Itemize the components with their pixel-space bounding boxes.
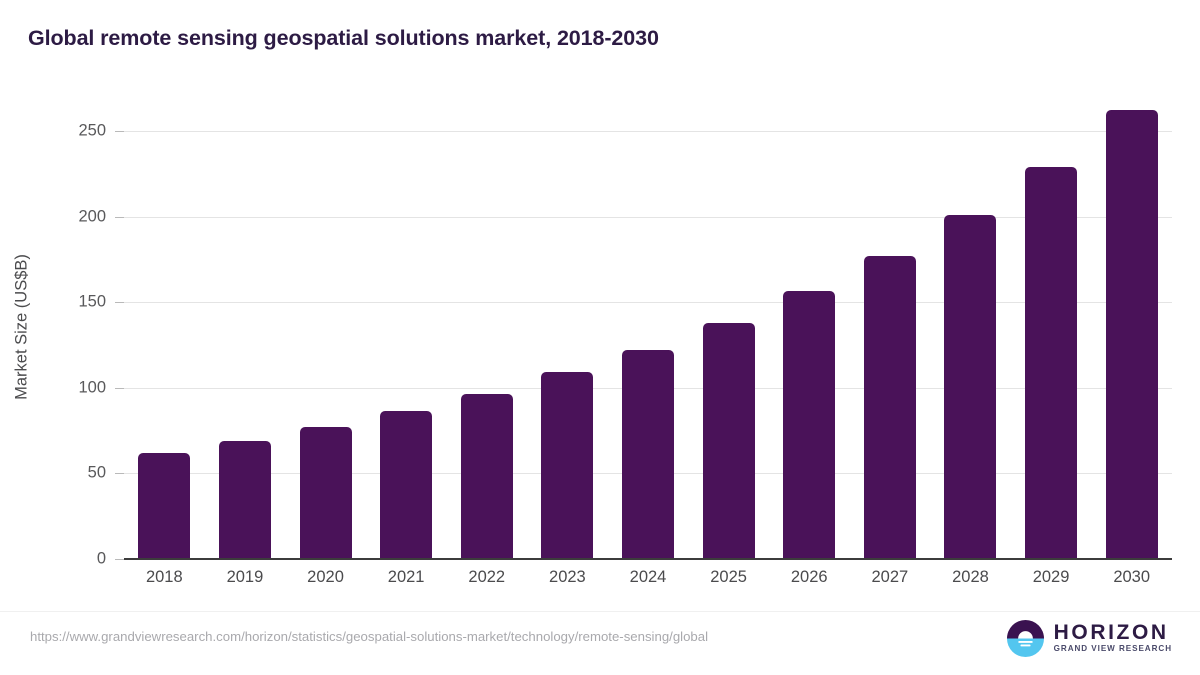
bar-slot (769, 95, 850, 559)
logo-text: HORIZON GRAND VIEW RESEARCH (1054, 622, 1172, 654)
horizon-sunrise-icon (1006, 619, 1044, 657)
y-axis-tick-label: 100 (78, 378, 106, 397)
bar-slot (527, 95, 608, 559)
logo-wordmark: HORIZON (1053, 620, 1169, 644)
y-axis-tick-label: 250 (78, 121, 106, 140)
x-axis-tick-label: 2021 (387, 568, 425, 586)
bar[interactable] (702, 322, 755, 559)
bar-slot (930, 95, 1011, 559)
y-axis-tick-mark (115, 559, 124, 560)
horizon-logo[interactable]: HORIZON GRAND VIEW RESEARCH (1006, 617, 1172, 659)
bar[interactable] (299, 427, 352, 559)
x-axis-tick-label: 2018 (145, 568, 183, 586)
x-axis-tick-label: 2028 (952, 568, 989, 586)
x-axis-tick-label: 2025 (710, 568, 747, 586)
bar-slot (366, 95, 447, 559)
footer-divider (0, 611, 1200, 612)
x-axis-tick-label: 2019 (226, 568, 264, 586)
bar[interactable] (138, 452, 191, 559)
bar-series (124, 95, 1172, 559)
bar[interactable] (380, 410, 433, 559)
x-axis-tick-label: 2023 (549, 568, 586, 586)
bar[interactable] (218, 440, 271, 559)
bar-slot (285, 95, 366, 559)
y-axis-tick-mark (115, 387, 124, 389)
y-axis-tick-mark (115, 473, 124, 475)
x-axis-tick-label: 2029 (1032, 568, 1070, 586)
y-axis-tick-mark (115, 302, 124, 304)
y-axis-tick-labels: 0 50 100 150 200 250 (0, 0, 124, 568)
bar-slot (1011, 95, 1092, 559)
x-axis-tick-label: 2022 (468, 568, 506, 586)
x-axis-line (124, 558, 1172, 560)
x-axis-tick-label: 2030 (1113, 568, 1151, 586)
x-axis-tick-label: 2027 (871, 568, 909, 586)
source-url[interactable]: https://www.grandviewresearch.com/horizo… (30, 629, 709, 644)
page-title: Global remote sensing geospatial solutio… (28, 26, 659, 50)
x-axis-tick-labels: 2018 2019 2020 2021 2022 2023 2024 2025 2026 2027… (124, 568, 1172, 596)
plot-area (124, 95, 1172, 559)
bar[interactable] (460, 393, 513, 559)
bar[interactable] (783, 291, 836, 559)
bar[interactable] (1105, 110, 1158, 559)
bar-slot (446, 95, 527, 559)
bar[interactable] (541, 372, 594, 559)
x-axis-tick-label: 2020 (307, 568, 344, 586)
bar-slot (205, 95, 286, 559)
bar-slot (688, 95, 769, 559)
bar[interactable] (621, 350, 674, 559)
bar[interactable] (863, 255, 916, 559)
y-axis-tick-label: 200 (78, 207, 106, 226)
bar[interactable] (944, 214, 997, 559)
bar-slot (850, 95, 931, 559)
gridline (124, 216, 1172, 218)
y-axis-tick-mark (115, 216, 124, 218)
bar-slot (608, 95, 689, 559)
gridline (124, 131, 1172, 132)
y-axis-tick-label: 50 (87, 463, 106, 482)
x-axis-tick-label: 2024 (629, 568, 667, 586)
y-axis-tick-mark (115, 131, 124, 132)
bar-slot (1091, 95, 1172, 559)
y-axis-tick-label: 150 (78, 292, 106, 311)
gridline (124, 302, 1172, 304)
x-axis-tick-label: 2026 (790, 568, 828, 586)
bar-slot (124, 95, 205, 559)
y-axis-tick-label: 0 (96, 549, 106, 568)
logo-tagline: GRAND VIEW RESEARCH (1053, 644, 1172, 654)
bar[interactable] (1025, 166, 1078, 559)
